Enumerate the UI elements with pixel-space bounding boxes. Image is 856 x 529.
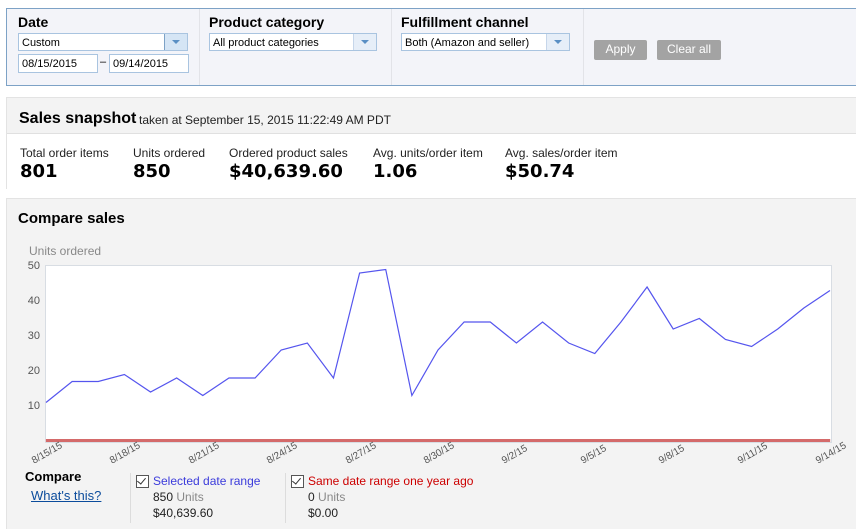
metric-ordered-product-sales: Ordered product sales $40,639.60 [229, 146, 348, 182]
compare-sales-title: Compare sales [18, 210, 125, 227]
metric-label: Total order items [20, 146, 109, 160]
date-separator: – [100, 56, 107, 68]
y-tick: 10 [27, 400, 40, 412]
chevron-down-icon[interactable] [164, 34, 187, 50]
series-line [45, 268, 831, 403]
product-category-filter: Product category All product categories [199, 9, 392, 85]
legend-title: Same date range one year ago [308, 474, 474, 488]
y-axis-label: Units ordered [29, 244, 102, 258]
date-label: Date [18, 14, 49, 30]
metric-value: $40,639.60 [229, 161, 343, 182]
compare-label: Compare [25, 469, 82, 484]
x-tick-label: 8/15/15 [30, 440, 65, 467]
chevron-down-icon[interactable] [353, 34, 376, 50]
snapshot-timestamp: taken at September 15, 2015 11:22:49 AM … [139, 113, 391, 127]
checkbox-selected-date-range[interactable] [136, 475, 149, 488]
legend-units: 0 Units [308, 490, 345, 504]
legend-sales: $0.00 [308, 506, 339, 520]
x-tick-label: 8/18/15 [108, 440, 143, 467]
units-label: Units [176, 490, 204, 504]
snapshot-title: Sales snapshot [19, 110, 137, 127]
x-tick-label: 8/30/15 [422, 440, 457, 467]
filter-bar: Date Custom 08/15/2015 – 09/14/2015 Prod… [6, 8, 856, 86]
units-ordered-chart [45, 265, 832, 443]
metric-value: $50.74 [505, 161, 575, 182]
start-date-input[interactable]: 08/15/2015 [18, 54, 98, 73]
x-tick-label: 9/14/15 [814, 440, 849, 467]
chart-lines [45, 268, 831, 442]
metric-value: 801 [20, 161, 58, 182]
end-date-input[interactable]: 09/14/2015 [109, 54, 189, 73]
legend-sales: $40,639.60 [153, 506, 214, 520]
legend-units: 850 Units [153, 490, 204, 504]
metric-label: Avg. units/order item [373, 146, 483, 160]
x-tick-label: 9/2/15 [500, 443, 530, 467]
metric-avg-sales-per-order-item: Avg. sales/order item $50.74 [505, 146, 618, 182]
x-tick-label: 8/27/15 [343, 440, 378, 467]
whats-this-link[interactable]: What's this? [31, 488, 102, 503]
legend-same-range-last-year: Same date range one year ago 0 Units $0.… [291, 474, 511, 524]
chevron-down-icon[interactable] [546, 34, 569, 50]
legend-selected-date-range: Selected date range 850 Units $40,639.60 [136, 474, 286, 524]
units-value: 850 [153, 490, 174, 504]
legend-title: Selected date range [153, 474, 261, 488]
sales-snapshot-panel: Sales snapshot taken at September 15, 20… [6, 97, 856, 189]
x-tick-label: 9/5/15 [578, 443, 609, 467]
metric-total-order-items: Total order items 801 [20, 146, 109, 182]
metric-label: Ordered product sales [229, 146, 348, 160]
compare-sales-panel: Compare sales Units ordered 50 40 30 20 … [6, 198, 856, 529]
snapshot-header: Sales snapshot taken at September 15, 20… [7, 98, 856, 134]
metric-label: Units ordered [133, 146, 206, 160]
divider [285, 473, 286, 523]
fulfillment-channel-value: Both (Amazon and seller) [405, 37, 530, 49]
metric-label: Avg. sales/order item [505, 146, 618, 160]
metric-value: 850 [133, 161, 171, 182]
x-tick-label: 8/21/15 [186, 440, 222, 467]
fulfillment-channel-select[interactable]: Both (Amazon and seller) [401, 33, 570, 51]
y-tick: 20 [27, 365, 40, 377]
metric-units-ordered: Units ordered 850 [133, 146, 205, 182]
fulfillment-channel-label: Fulfillment channel [401, 14, 529, 30]
y-tick: 30 [27, 330, 40, 342]
date-range-value: Custom [22, 37, 60, 49]
product-category-label: Product category [209, 14, 325, 30]
product-category-value: All product categories [213, 37, 319, 49]
units-value: 0 [308, 490, 315, 504]
x-tick-label: 9/11/15 [735, 440, 770, 467]
metric-value: 1.06 [373, 161, 418, 182]
date-filter: Date Custom 08/15/2015 – 09/14/2015 [7, 9, 200, 85]
y-tick: 40 [27, 295, 40, 307]
divider [130, 473, 131, 523]
checkbox-same-range-last-year[interactable] [291, 475, 304, 488]
clear-all-button[interactable]: Clear all [657, 40, 721, 60]
x-tick-label: 9/8/15 [657, 443, 687, 467]
product-category-select[interactable]: All product categories [209, 33, 377, 51]
date-range-select[interactable]: Custom [18, 33, 188, 51]
metric-avg-units-per-order-item: Avg. units/order item 1.06 [373, 146, 483, 182]
y-tick: 50 [27, 260, 40, 272]
x-tick-label: 8/24/15 [265, 440, 300, 467]
units-label: Units [318, 490, 346, 504]
fulfillment-channel-filter: Fulfillment channel Both (Amazon and sel… [391, 9, 584, 85]
apply-button[interactable]: Apply [594, 40, 647, 60]
